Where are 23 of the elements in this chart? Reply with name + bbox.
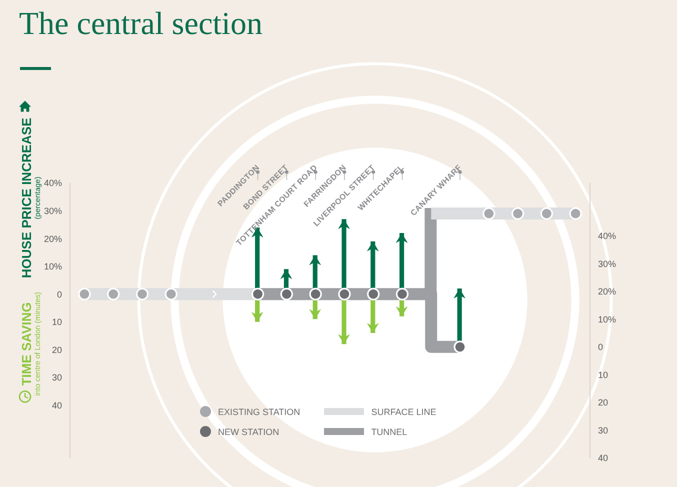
y-tick-label: 40 (52, 400, 62, 410)
y2-tick-label: 40% (598, 230, 616, 241)
legend-label: NEW STATION (218, 426, 280, 436)
y-tick-label: 30 (52, 372, 62, 383)
legend-label: EXISTING STATION (218, 406, 300, 416)
y2-tick-label: 20% (598, 286, 616, 297)
chart-title: The central section (19, 5, 262, 41)
y2-tick-label: 40 (598, 453, 608, 464)
y-tick-label: 30% (44, 206, 62, 216)
y2-tick-label: 30 (598, 425, 608, 436)
y2-tick-label: 10 (598, 370, 608, 380)
y2-tick-label: 10% (598, 314, 616, 324)
y-tick-label: 10% (44, 262, 62, 272)
y2-tick-label: 0 (598, 342, 604, 352)
y2-tick-label: 30% (598, 258, 616, 269)
y-tick-label: 40% (44, 178, 62, 188)
y-tick-label: 20 (52, 344, 62, 355)
legend-label: SURFACE LINE (371, 406, 436, 416)
legend-label: TUNNEL (371, 426, 408, 436)
y-tick-label: 0 (56, 289, 62, 300)
y-tick-label: 20% (44, 234, 62, 244)
y2-tick-label: 20 (598, 398, 608, 408)
y-tick-label: 10 (52, 317, 62, 328)
